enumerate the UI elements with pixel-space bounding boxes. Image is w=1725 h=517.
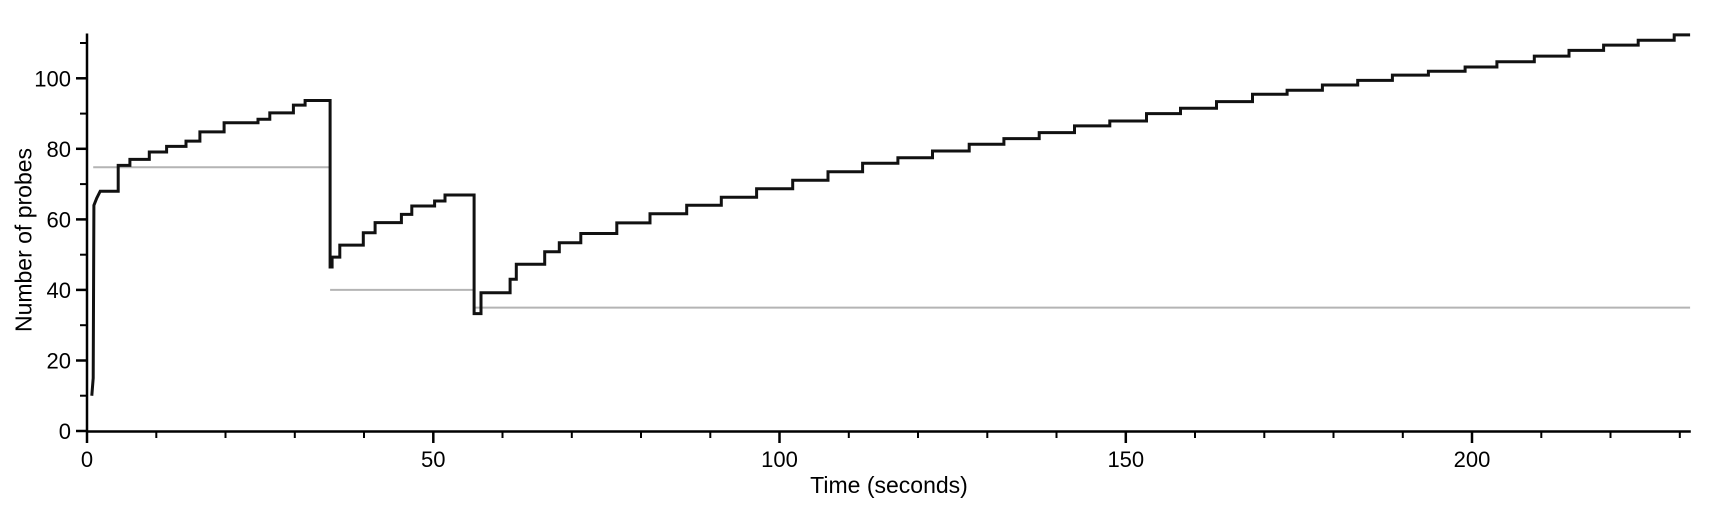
probes-line-path bbox=[90, 33, 1691, 396]
probes-step-line bbox=[90, 33, 1691, 396]
x-tick-label: 50 bbox=[421, 447, 445, 472]
y-tick-label: 80 bbox=[47, 137, 71, 162]
y-tick-label: 40 bbox=[47, 278, 71, 303]
x-tick-label: 150 bbox=[1107, 447, 1144, 472]
x-tick-label: 200 bbox=[1454, 447, 1491, 472]
y-tick-label: 100 bbox=[34, 66, 71, 91]
y-tick-label: 60 bbox=[47, 207, 71, 232]
y-axis-title: Number of probes bbox=[10, 147, 37, 333]
x-tick-label: 100 bbox=[761, 447, 798, 472]
axes bbox=[76, 33, 1691, 443]
tick-labels: 0 50 100 150 200 0 20 40 60 80 100 bbox=[34, 66, 1490, 472]
x-axis-title: Time (seconds) bbox=[810, 472, 968, 498]
threshold-lines bbox=[93, 166, 1691, 309]
x-tick-label: 0 bbox=[81, 447, 93, 472]
y-tick-label: 0 bbox=[59, 419, 71, 444]
y-tick-label: 20 bbox=[47, 348, 71, 373]
